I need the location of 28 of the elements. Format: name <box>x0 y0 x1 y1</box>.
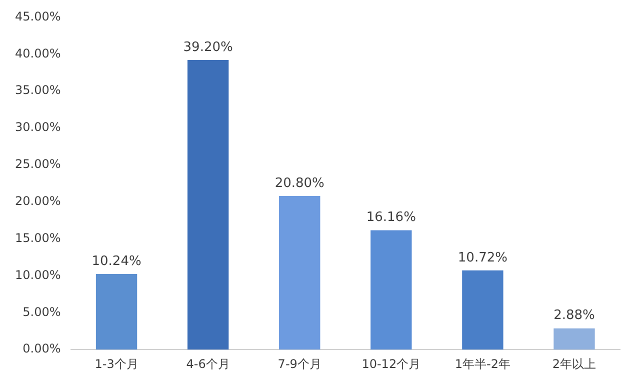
data-label: 16.16% <box>366 210 416 226</box>
y-tick-label: 5.00% <box>22 304 61 319</box>
bar <box>462 270 504 350</box>
y-tick-label: 0.00% <box>22 342 61 356</box>
bar <box>370 230 412 350</box>
data-label: 10.24% <box>92 254 142 269</box>
y-tick-label: 20.00% <box>14 194 61 208</box>
y-tick-label: 45.00% <box>14 9 61 24</box>
y-tick-label: 30.00% <box>14 120 61 134</box>
y-tick-label: 35.00% <box>14 83 61 98</box>
data-label: 20.80% <box>274 176 324 191</box>
y-tick-label: 10.00% <box>14 268 61 282</box>
data-label: 10.72% <box>458 250 508 266</box>
bar <box>554 328 595 350</box>
data-label: 39.20% <box>183 40 233 55</box>
x-tick-label: 4-6个月 <box>186 356 230 371</box>
y-tick-label: 15.00% <box>14 230 61 245</box>
x-tick-label: 10-12个月 <box>362 356 421 371</box>
data-label: 2.88% <box>554 308 595 324</box>
x-tick-label: 2年以上 <box>552 356 596 371</box>
bar <box>187 60 229 350</box>
x-tick-label: 7-9个月 <box>278 356 322 371</box>
bar <box>279 196 320 350</box>
y-tick-label: 25.00% <box>14 157 61 172</box>
x-tick-label: 1-3个月 <box>94 356 138 371</box>
bar <box>96 274 138 350</box>
y-tick-label: 40.00% <box>14 46 61 60</box>
x-tick-label: 1年半-2年 <box>454 356 510 371</box>
